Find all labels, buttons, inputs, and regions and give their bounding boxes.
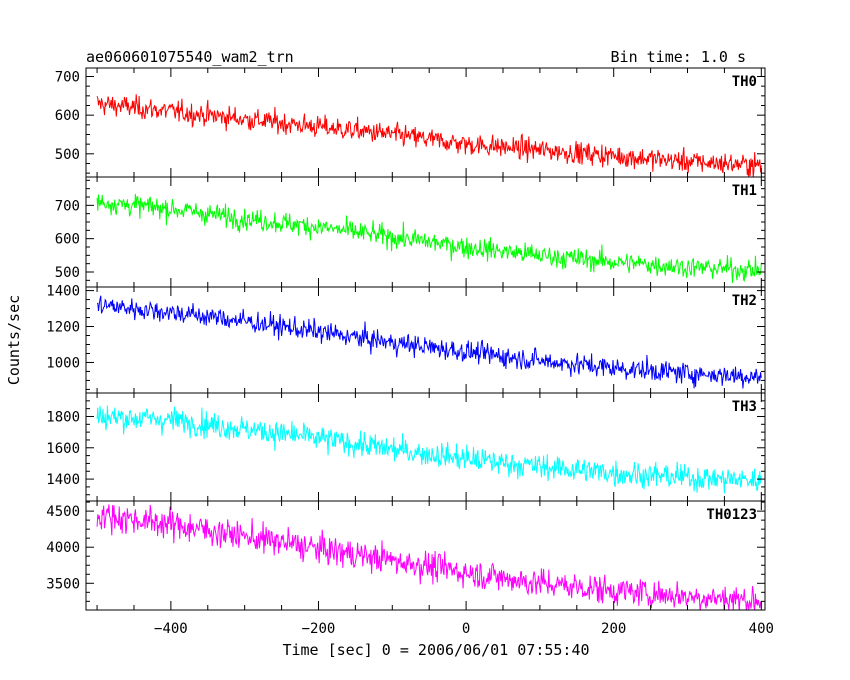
x-tick-label: 400 (749, 621, 774, 637)
y-tick-label: 1000 (46, 355, 80, 371)
y-tick-label: 1400 (46, 284, 80, 300)
y-tick-label: 1800 (46, 409, 80, 425)
series-line-th0123 (96, 504, 762, 610)
x-axis-label: Time [sec] 0 = 2006/06/01 07:55:40 (282, 641, 589, 659)
panel-frame-th1 (85, 176, 766, 288)
series-line-th1 (96, 193, 762, 284)
y-tick-label: 600 (55, 232, 80, 248)
y-tick-label: 600 (55, 108, 80, 124)
panel-frame-th3 (85, 392, 766, 502)
panel-label-th3: TH3 (732, 399, 757, 415)
bin-time-label: Bin time: 1.0 s (611, 48, 746, 66)
y-tick-label: 3500 (46, 576, 80, 592)
y-tick-label: 700 (55, 198, 80, 214)
series-line-th3 (96, 405, 762, 494)
panel-label-th1: TH1 (732, 183, 757, 199)
y-tick-label: 4000 (46, 540, 80, 556)
panels-group: 500 600 700 TH0 500 600 700 TH1 1000 1200 1400 TH2 1… (46, 67, 774, 637)
panel-label-th0123: TH0123 (706, 507, 757, 523)
plot-title: ae060601075540_wam2_trn (86, 48, 294, 66)
y-tick-label: 500 (55, 147, 80, 163)
y-tick-label: 1600 (46, 441, 80, 457)
panel-label-th2: TH2 (732, 293, 757, 309)
x-tick-label: −200 (302, 621, 336, 637)
series-line-th0 (96, 94, 762, 177)
x-tick-label: 200 (601, 621, 626, 637)
panel-frame-th0123 (85, 500, 766, 611)
x-tick-label: −400 (154, 621, 188, 637)
y-tick-label: 1200 (46, 320, 80, 336)
y-tick-label: 700 (55, 70, 80, 86)
x-tick-label: 0 (462, 621, 470, 637)
series-line-th2 (96, 295, 762, 389)
y-axis-label: Counts/sec (5, 295, 23, 385)
panel-frame-th0 (85, 67, 766, 178)
y-tick-label: 4500 (46, 504, 80, 520)
y-tick-label: 500 (55, 265, 80, 281)
y-tick-label: 1400 (46, 472, 80, 488)
panel-label-th0: TH0 (732, 74, 757, 90)
